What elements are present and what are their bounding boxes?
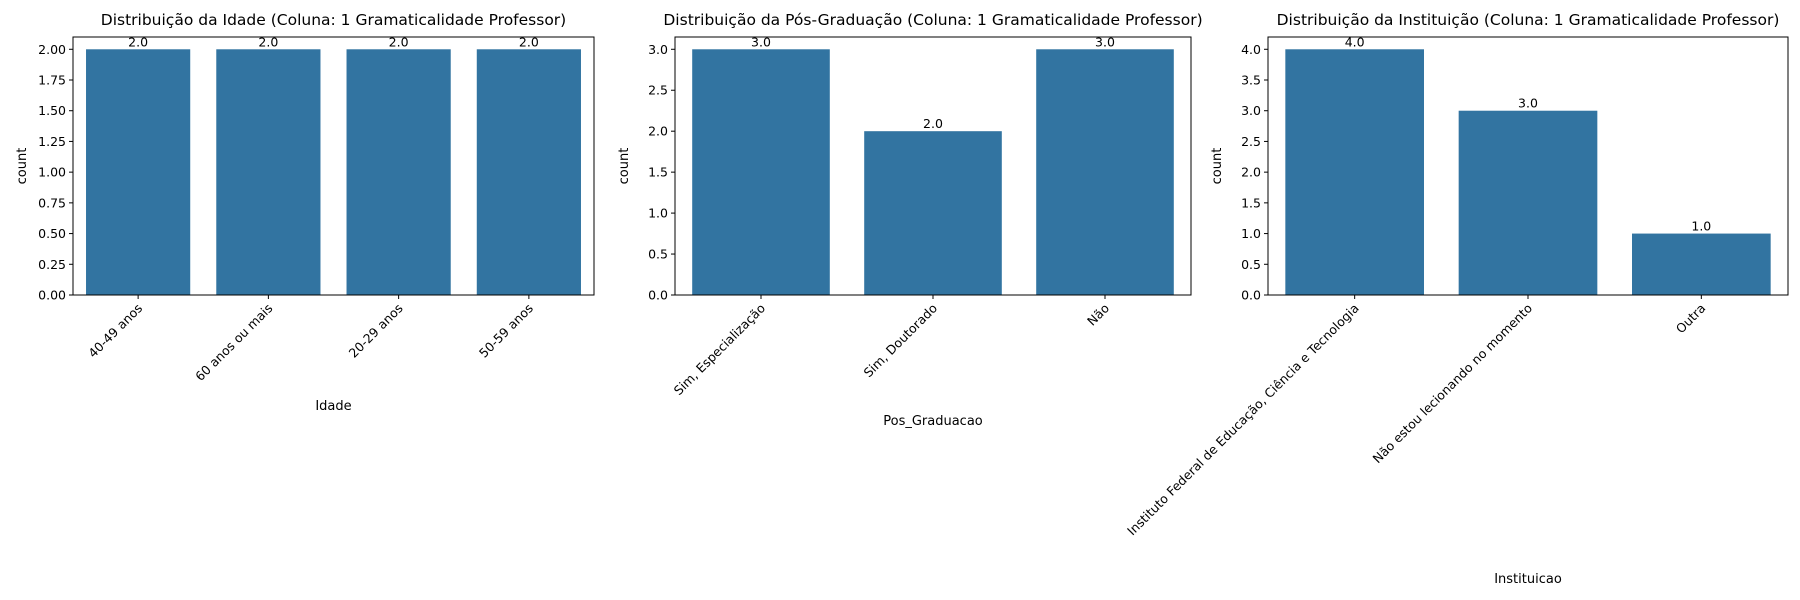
- x-tick-label: Não: [1084, 301, 1112, 329]
- data-label: 2.0: [519, 34, 539, 49]
- y-tick-label: 2.5: [648, 83, 668, 98]
- bar: [1036, 49, 1174, 296]
- bar: [216, 49, 321, 296]
- chart-title: Distribuição da Instituição (Coluna: 1 G…: [1277, 11, 1780, 29]
- plot-frame: [72, 36, 595, 296]
- data-label: 2.0: [258, 34, 278, 49]
- y-tick-label: 0.00: [38, 288, 66, 303]
- y-tick-label: 3.0: [1241, 103, 1261, 118]
- bar: [1285, 49, 1424, 296]
- y-tick-label: 1.5: [648, 165, 668, 180]
- data-label: 1.0: [1691, 219, 1711, 234]
- y-tick-label: 0.5: [648, 247, 668, 262]
- y-tick-label: 2.5: [1241, 134, 1261, 149]
- data-label: 2.0: [923, 116, 943, 131]
- y-tick-label: 1.5: [1241, 195, 1261, 210]
- y-tick-label: 0.75: [38, 195, 66, 210]
- x-tick-label: 40-49 anos: [85, 301, 145, 361]
- y-axis-label: count: [15, 148, 30, 185]
- chart-title: Distribuição da Idade (Coluna: 1 Gramati…: [101, 11, 566, 29]
- bar: [1458, 110, 1598, 295]
- x-tick-label: 50-59 anos: [476, 301, 536, 361]
- data-label: 2.0: [128, 34, 148, 49]
- x-tick-label: 60 anos ou mais: [192, 301, 275, 384]
- y-tick-label: 1.75: [38, 73, 66, 88]
- bar: [864, 131, 1002, 295]
- y-axis-label: count: [1210, 148, 1225, 185]
- y-tick-label: 2.0: [1241, 165, 1261, 180]
- y-tick-label: 0.0: [648, 288, 668, 303]
- y-tick-label: 1.50: [38, 103, 66, 118]
- bar: [346, 49, 451, 296]
- bar: [86, 49, 191, 296]
- y-tick-label: 2.0: [648, 124, 668, 139]
- bar: [692, 49, 830, 296]
- y-tick-label: 0.50: [38, 226, 66, 241]
- chart-panel-2: 3.0 2.0 3.0 0.0 0.5 1.0 1.5 2.0 2.5 3.0 Sim, Espec…: [617, 11, 1203, 429]
- chart-title: Distribuição da Pós-Graduação (Coluna: 1…: [663, 11, 1202, 29]
- y-axis-label: count: [617, 148, 632, 185]
- chart-panel-1: 2.0 2.0 2.0 2.0 0.00 0.25 0.50 0.75 1.00 1.25 1.50…: [15, 11, 595, 414]
- x-tick-label: Não estou lecionando no momento: [1370, 301, 1536, 467]
- data-label: 4.0: [1345, 34, 1365, 49]
- x-tick-label: Instituto Federal de Educação, Ciência e…: [1124, 301, 1362, 539]
- x-axis-label: Idade: [315, 399, 351, 414]
- y-tick-label: 1.0: [648, 206, 668, 221]
- data-label: 3.0: [751, 34, 771, 49]
- x-axis-label: Instituicao: [1494, 572, 1562, 587]
- x-axis-label: Pos_Graduacao: [883, 414, 983, 429]
- y-tick-label: 0.25: [38, 257, 66, 272]
- y-tick-label: 2.00: [38, 42, 66, 57]
- x-tick-label: Sim, Especialização: [671, 301, 769, 399]
- y-tick-label: 1.00: [38, 165, 66, 180]
- data-label: 2.0: [389, 34, 409, 49]
- data-label: 3.0: [1518, 96, 1538, 111]
- bar: [476, 49, 581, 296]
- bar: [1632, 233, 1771, 295]
- chart-panel-3: 4.0 3.0 1.0 0.0 0.5 1.0 1.5 2.0 2.5 3.0 3.5 4.0 Inst…: [1124, 11, 1789, 587]
- y-tick-label: 1.0: [1241, 226, 1261, 241]
- x-tick-label: Outra: [1673, 301, 1709, 337]
- y-tick-label: 0.5: [1241, 257, 1261, 272]
- y-tick-label: 4.0: [1241, 42, 1261, 57]
- x-tick-label: Sim, Doutorado: [860, 301, 940, 381]
- y-tick-label: 0.0: [1241, 288, 1261, 303]
- x-tick-label: 20-29 anos: [346, 301, 406, 361]
- y-tick-label: 1.25: [38, 134, 66, 149]
- data-label: 3.0: [1095, 34, 1115, 49]
- y-tick-label: 3.5: [1241, 73, 1261, 88]
- y-tick-label: 3.0: [648, 42, 668, 57]
